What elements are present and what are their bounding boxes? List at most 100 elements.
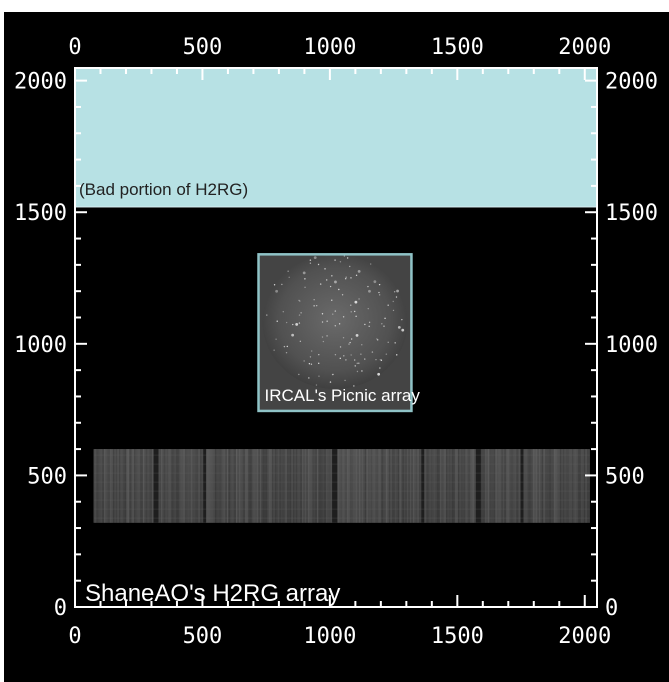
picnic-speckle <box>266 314 268 316</box>
picnic-speckle <box>275 338 277 340</box>
picnic-speckle <box>355 315 357 318</box>
picnic-speckle <box>334 259 336 261</box>
y-tick-label-right: 0 <box>605 596 618 621</box>
picnic-speckle <box>273 284 276 286</box>
picnic-speckle <box>348 343 350 345</box>
picnic-speckle <box>298 322 301 324</box>
strip-dark-column <box>153 449 159 523</box>
picnic-speckle <box>377 372 381 376</box>
picnic-speckle <box>329 381 332 383</box>
picnic-speckle <box>355 333 359 337</box>
picnic-speckle <box>325 279 328 281</box>
picnic-speckle <box>393 291 396 293</box>
picnic-speckle <box>364 358 366 360</box>
picnic-speckle <box>394 342 396 344</box>
picnic-speckle <box>276 320 278 322</box>
picnic-speckle <box>287 270 289 272</box>
picnic-speckle <box>304 278 306 280</box>
picnic-speckle <box>334 310 337 312</box>
picnic-speckle <box>395 296 398 298</box>
picnic-speckle <box>367 307 369 310</box>
picnic-speckle <box>387 304 389 306</box>
picnic-speckle <box>341 294 344 296</box>
picnic-array-speckles <box>266 255 405 387</box>
picnic-speckle <box>383 325 385 327</box>
picnic-speckle <box>392 309 395 312</box>
picnic-speckle <box>375 358 377 361</box>
bad-portion-label: (Bad portion of H2RG) <box>79 180 248 199</box>
picnic-speckle <box>326 320 328 322</box>
strip-dark-column <box>520 449 524 523</box>
picnic-speckle <box>319 283 322 285</box>
picnic-speckle <box>364 323 366 326</box>
picnic-speckle <box>299 340 302 343</box>
picnic-speckle <box>318 353 320 356</box>
y-tick-label-left: 1500 <box>14 201 67 226</box>
picnic-speckle <box>302 271 306 275</box>
picnic-speckle <box>285 321 288 324</box>
picnic-speckle <box>295 322 299 326</box>
picnic-speckle <box>324 268 326 270</box>
picnic-speckle <box>376 338 378 340</box>
picnic-speckle <box>371 351 374 353</box>
picnic-speckle <box>358 298 360 300</box>
axes-frame <box>74 67 598 608</box>
picnic-speckle <box>288 276 290 279</box>
picnic-speckle <box>329 285 332 288</box>
picnic-speckle <box>342 336 345 339</box>
bad-portion-fill <box>74 67 598 208</box>
picnic-speckle <box>285 352 288 354</box>
picnic-speckle <box>361 370 363 372</box>
picnic-speckle <box>396 289 399 293</box>
picnic-speckle <box>309 356 312 358</box>
picnic-speckle <box>344 379 346 382</box>
x-tick-label-bottom: 500 <box>183 624 223 649</box>
picnic-speckle <box>326 335 328 337</box>
picnic-speckle <box>350 338 353 340</box>
picnic-speckle <box>397 325 401 329</box>
picnic-speckle <box>370 263 372 265</box>
h2rg-array-title: ShaneAO's H2RG array <box>85 580 340 607</box>
picnic-speckle <box>338 323 341 325</box>
picnic-speckle <box>350 304 352 306</box>
picnic-speckle <box>387 341 389 343</box>
picnic-speckle <box>343 355 345 357</box>
picnic-speckle <box>373 280 377 284</box>
picnic-speckle <box>368 289 371 293</box>
picnic-speckle <box>313 305 315 307</box>
picnic-speckle <box>334 280 337 284</box>
picnic-speckle <box>310 363 313 365</box>
picnic-speckle <box>303 360 305 362</box>
x-tick-label-top: 0 <box>68 35 81 60</box>
picnic-speckle <box>322 340 325 343</box>
picnic-speckle <box>357 269 361 273</box>
picnic-speckle <box>317 263 320 266</box>
x-tick-label-top: 1500 <box>431 35 484 60</box>
picnic-speckle <box>292 323 294 326</box>
strip-dark-column <box>421 449 425 523</box>
picnic-speckle <box>342 316 345 318</box>
axis-ticks <box>74 68 597 608</box>
picnic-array-region: IRCAL's Picnic array <box>257 253 420 413</box>
picnic-speckle <box>315 304 318 307</box>
picnic-array-border <box>257 253 413 413</box>
picnic-speckle <box>343 255 346 257</box>
y-tick-label-right: 2000 <box>605 70 658 95</box>
picnic-speckle <box>275 289 279 293</box>
picnic-speckle <box>298 373 300 376</box>
y-tick-label-right: 500 <box>605 464 645 489</box>
y-tick-label-left: 500 <box>27 464 67 489</box>
picnic-speckle <box>299 300 301 302</box>
picnic-speckle <box>354 300 358 304</box>
picnic-speckle <box>283 345 286 348</box>
strip-dark-column <box>332 449 338 523</box>
picnic-speckle <box>378 294 381 296</box>
h2rg-strip-column-pattern <box>93 449 590 523</box>
picnic-speckle <box>377 339 379 341</box>
picnic-speckle <box>298 299 300 302</box>
picnic-speckle <box>367 285 369 288</box>
picnic-speckle <box>321 313 324 315</box>
x-tick-label-top: 1000 <box>303 35 356 60</box>
picnic-speckle <box>315 384 318 386</box>
